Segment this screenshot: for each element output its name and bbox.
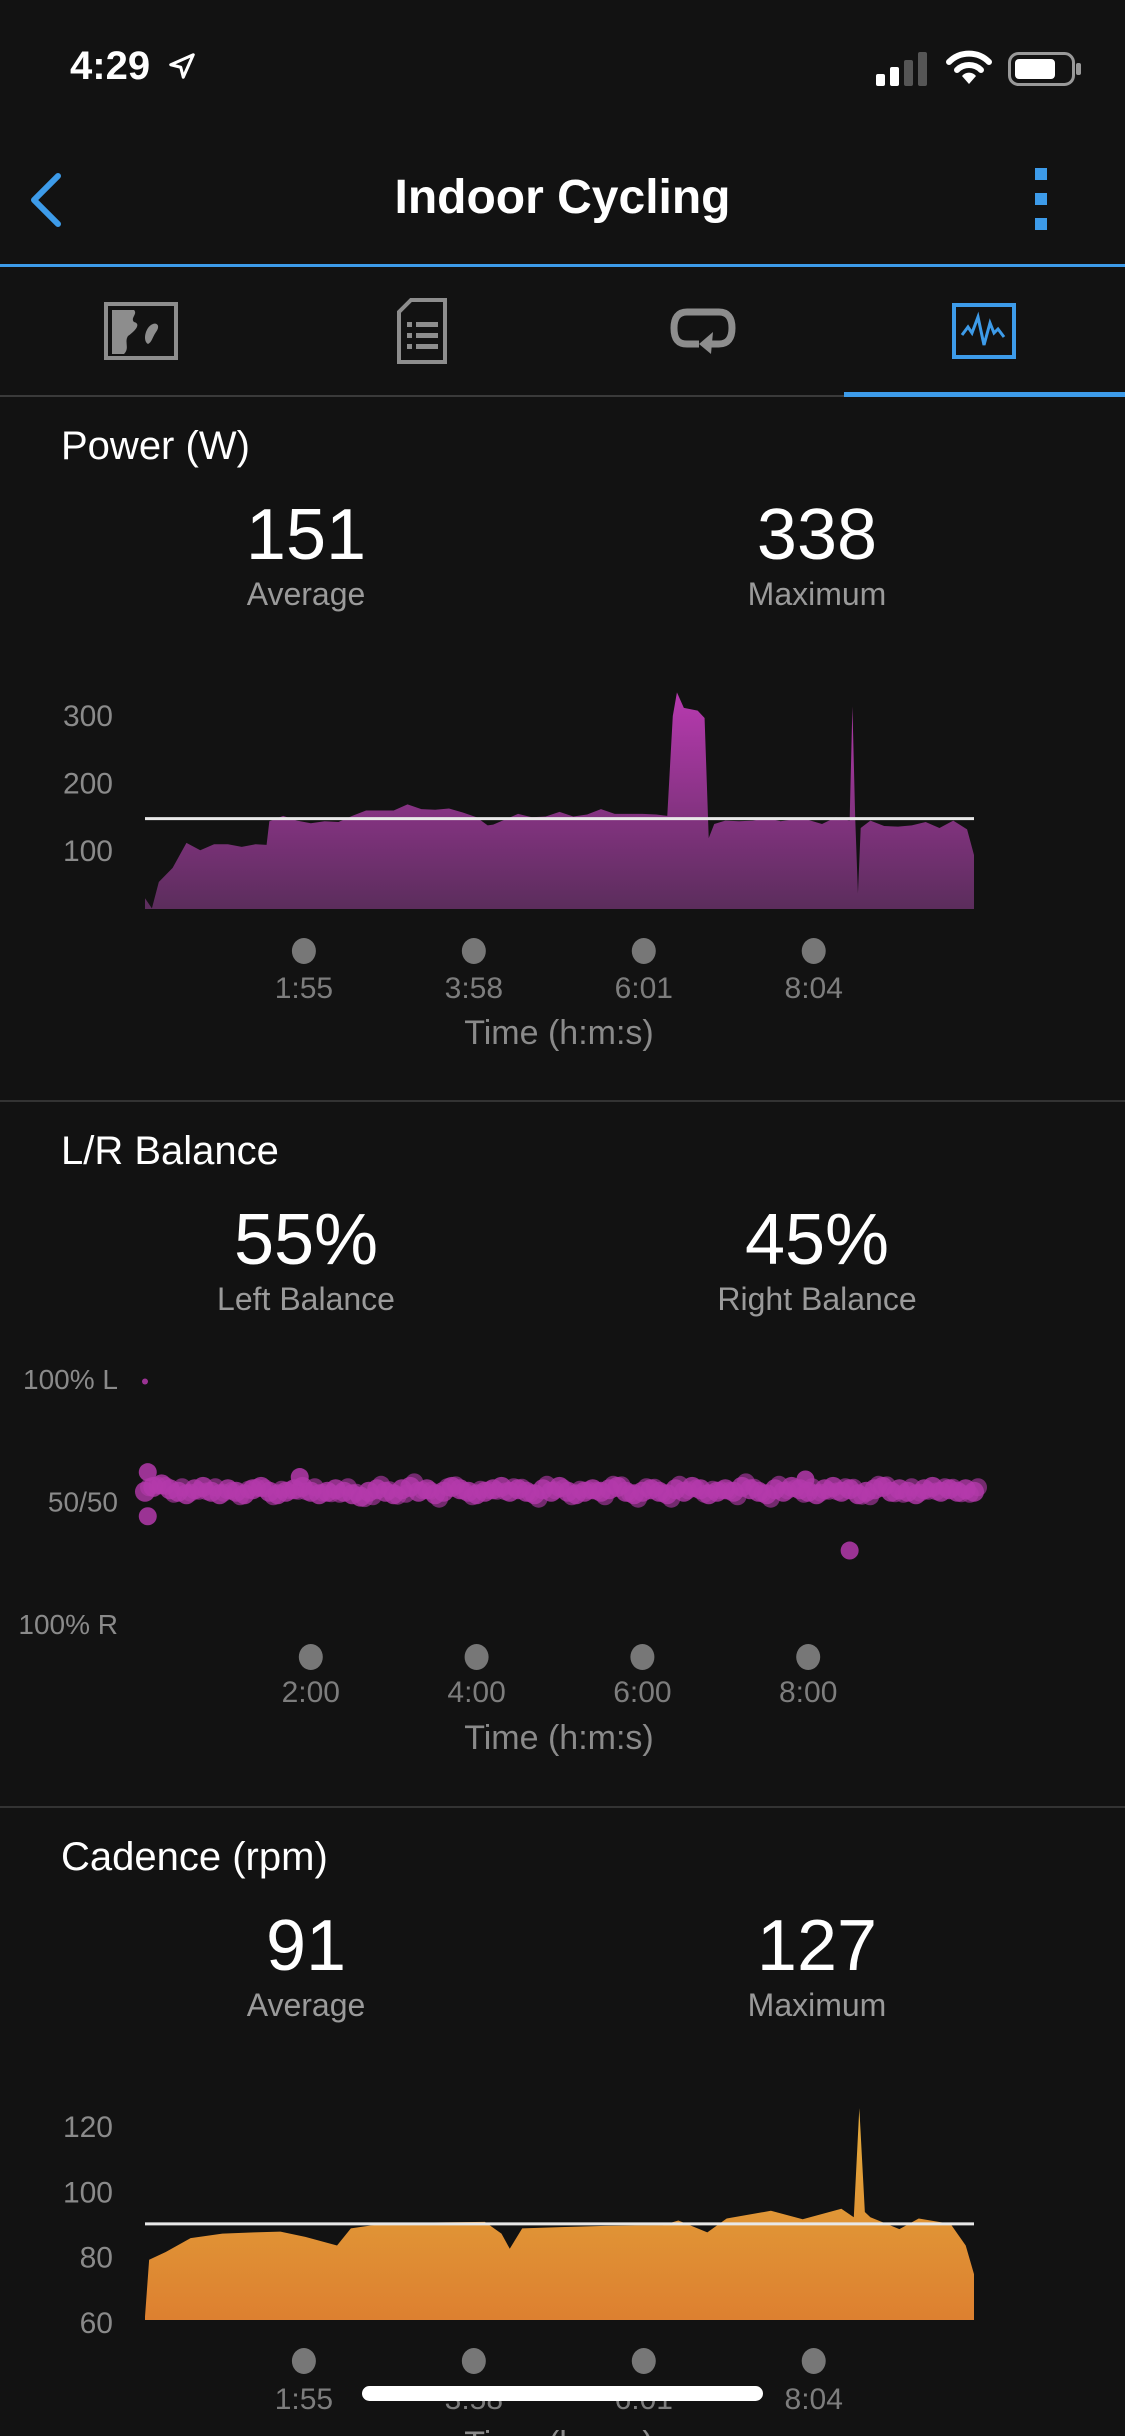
clock: 4:29 <box>70 44 151 88</box>
x-axis-title: Time (h:m:s) <box>464 1719 654 1757</box>
x-tick-dot <box>796 1644 821 1670</box>
x-tick-label: 8:04 <box>785 972 843 1005</box>
x-tick-label: 4:00 <box>447 1676 505 1709</box>
y-tick-label: 80 <box>80 2242 113 2275</box>
balance-outlier-point <box>290 1468 309 1487</box>
more-menu-button[interactable] <box>1030 168 1054 230</box>
wifi-icon <box>946 50 992 84</box>
home-indicator[interactable] <box>362 2386 763 2401</box>
x-tick-label: 6:01 <box>615 972 673 1005</box>
battery-icon <box>1008 52 1081 86</box>
y-tick-label: 100% L <box>23 1364 118 1395</box>
left-balance-value: 55% <box>233 1200 379 1280</box>
section-divider <box>0 1100 1125 1102</box>
cadence-title: Cadence (rpm) <box>61 1835 328 1879</box>
active-tab-indicator <box>844 392 1125 397</box>
x-tick-label: 6:00 <box>613 1676 671 1709</box>
x-tick-dot <box>461 938 486 964</box>
x-axis-title: Time (h:m:s) <box>464 2425 654 2436</box>
map-icon <box>103 302 178 360</box>
x-tick-dot <box>461 2348 486 2374</box>
x-tick-label: 1:55 <box>275 972 333 1005</box>
power-average-value: 151 <box>245 495 367 575</box>
charts-icon <box>951 303 1016 359</box>
balance-title: L/R Balance <box>61 1129 279 1173</box>
cadence-maximum-value: 127 <box>756 1906 878 1986</box>
x-axis-title: Time (h:m:s) <box>464 1014 654 1052</box>
x-tick-dot <box>631 2348 656 2374</box>
y-tick-label: 100 <box>63 835 113 868</box>
y-tick-label: 120 <box>63 2111 113 2144</box>
balance-outlier-point <box>138 1463 157 1482</box>
back-button[interactable] <box>26 172 66 228</box>
power-maximum-label: Maximum <box>747 576 887 612</box>
tab-laps[interactable] <box>562 267 843 395</box>
left-balance-label: Left Balance <box>217 1281 395 1317</box>
cadence-average-value: 91 <box>265 1906 347 1986</box>
balance-outlier-point <box>138 1507 157 1526</box>
right-balance-value: 45% <box>744 1200 890 1280</box>
cadence-maximum-label: Maximum <box>747 1987 887 2023</box>
series-area <box>145 692 974 909</box>
balance-point <box>969 1478 987 1497</box>
chevron-left-icon <box>31 173 61 227</box>
x-tick-label: 8:00 <box>779 1676 837 1709</box>
page-title: Indoor Cycling <box>394 171 731 224</box>
y-tick-label: 100 <box>63 2176 113 2209</box>
laps-icon <box>669 308 736 354</box>
header-divider <box>0 264 1125 267</box>
balance-outlier-point <box>142 1378 148 1385</box>
x-tick-dot <box>631 938 656 964</box>
y-tick-label: 50/50 <box>48 1486 118 1517</box>
x-tick-label: 3:58 <box>445 972 503 1005</box>
right-balance-label: Right Balance <box>717 1281 917 1317</box>
location-arrow-icon <box>169 53 195 79</box>
power-average-label: Average <box>246 576 366 612</box>
power-maximum-value: 338 <box>756 495 878 575</box>
cadence-average-label: Average <box>246 1987 366 2023</box>
status-time: 4:29 <box>70 44 197 89</box>
y-tick-label: 200 <box>63 767 113 800</box>
x-tick-dot <box>464 1644 489 1670</box>
section-divider <box>0 1806 1125 1808</box>
tab-bar <box>0 267 1125 397</box>
balance-outlier-point <box>796 1470 815 1489</box>
power-title: Power (W) <box>61 424 250 468</box>
x-tick-label: 1:55 <box>275 2383 333 2416</box>
x-tick-dot <box>298 1644 323 1670</box>
tab-details[interactable] <box>281 267 562 395</box>
tab-map[interactable] <box>0 267 281 395</box>
x-tick-dot <box>630 1644 655 1670</box>
details-list-icon <box>396 298 447 364</box>
x-tick-label: 2:00 <box>282 1676 340 1709</box>
kebab-menu-icon <box>1035 168 1047 230</box>
y-tick-label: 100% R <box>18 1609 118 1640</box>
balance-outlier-point <box>840 1541 859 1560</box>
cellular-signal-icon <box>876 52 927 86</box>
y-tick-label: 60 <box>80 2307 113 2340</box>
x-tick-dot <box>801 2348 826 2374</box>
series-area <box>145 2108 974 2320</box>
x-tick-dot <box>291 2348 316 2374</box>
tab-charts[interactable] <box>843 267 1124 395</box>
y-tick-label: 300 <box>63 700 113 733</box>
x-tick-dot <box>801 938 826 964</box>
x-tick-label: 8:04 <box>785 2383 843 2416</box>
x-tick-dot <box>291 938 316 964</box>
